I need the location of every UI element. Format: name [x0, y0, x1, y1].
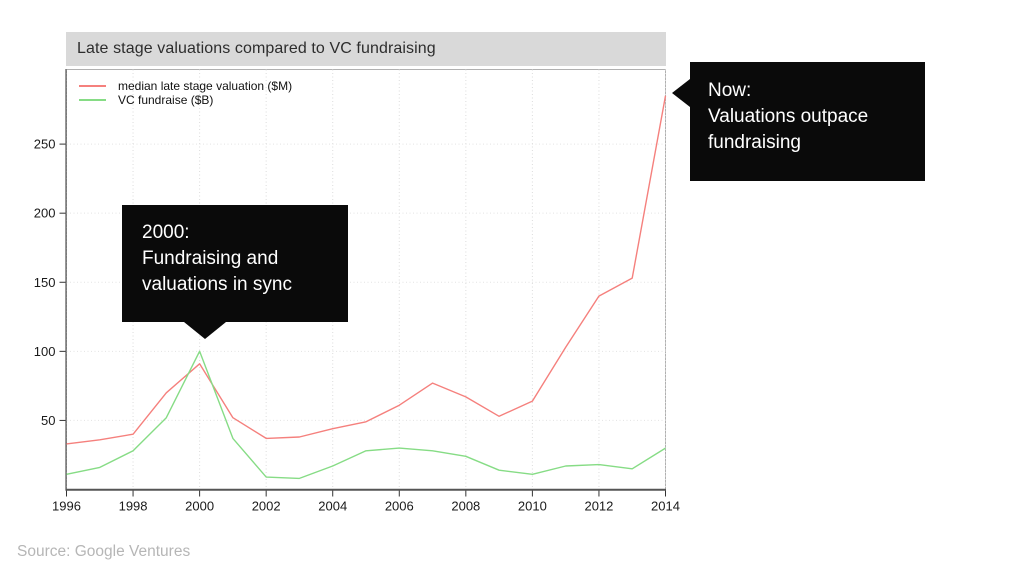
source-caption: Source: Google Ventures — [17, 543, 191, 560]
x-axis-tick-label: 1996 — [52, 499, 81, 514]
chart-title-bar: Late stage valuations compared to VC fun… — [66, 32, 666, 66]
y-axis-tick-label: 50 — [41, 413, 55, 428]
legend-swatch-green-line — [79, 99, 106, 101]
y-axis-tick-label: 100 — [34, 344, 56, 359]
legend-item-valuation: median late stage valuation ($M) — [79, 79, 292, 93]
callout-2000-pointer-down-icon — [184, 322, 226, 339]
callout-now-line-1: Now: — [708, 80, 752, 101]
x-axis-tick-label: 2008 — [451, 499, 480, 514]
x-axis-tick-label: 2000 — [185, 499, 214, 514]
y-axis-tick-label: 200 — [34, 206, 56, 221]
callout-now-pointer-left-icon — [672, 79, 690, 107]
x-axis-tick-label: 2004 — [318, 499, 347, 514]
legend-label-fundraise: VC fundraise ($B) — [118, 93, 214, 107]
callout-2000-line-2: Fundraising and — [142, 248, 279, 269]
callout-2000-line-1: 2000: — [142, 222, 190, 243]
legend-label-valuation: median late stage valuation ($M) — [118, 79, 293, 93]
legend: median late stage valuation ($M) VC fund… — [79, 79, 292, 107]
x-axis-tick-label: 1998 — [119, 499, 148, 514]
callout-now-line-3: fundraising — [708, 132, 801, 153]
chart-title: Late stage valuations compared to VC fun… — [77, 40, 436, 57]
callout-now-line-2: Valuations outpace — [708, 106, 869, 127]
callout-now: Now: Valuations outpace fundraising — [672, 62, 925, 181]
legend-item-fundraise: VC fundraise ($B) — [79, 93, 292, 107]
callout-2000: 2000: Fundraising and valuations in sync — [122, 205, 348, 339]
callout-2000-line-3: valuations in sync — [142, 274, 292, 295]
x-axis-tick-label: 2006 — [385, 499, 414, 514]
x-axis-tick-label: 2010 — [518, 499, 547, 514]
x-axis-tick-label: 2002 — [252, 499, 281, 514]
legend-swatch-red-line — [79, 85, 106, 87]
y-axis-tick-label: 250 — [34, 137, 56, 152]
x-axis-tick-label: 2012 — [584, 499, 613, 514]
y-axis-tick-label: 150 — [34, 275, 56, 290]
x-axis-tick-label: 2014 — [651, 499, 680, 514]
